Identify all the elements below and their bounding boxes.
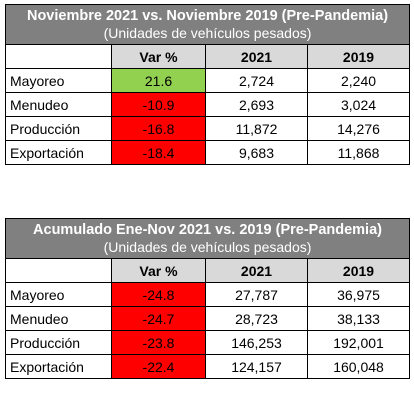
table-title: Noviembre 2021 vs. Noviembre 2019 (Pre-P… (26, 8, 389, 24)
table-title: Acumulado Ene-Nov 2021 vs. 2019 (Pre-Pan… (33, 222, 382, 238)
cumulative-comparison-table: Acumulado Ene-Nov 2021 vs. 2019 (Pre-Pan… (4, 218, 411, 379)
var-cell: 21.6 (111, 68, 206, 93)
table-row: Mayoreo 21.6 2,724 2,240 (5, 68, 411, 93)
var-cell: -16.8 (111, 116, 206, 141)
table-row: Exportación -18.4 9,683 11,868 (5, 140, 411, 165)
value-2021: 2,693 (205, 92, 308, 117)
var-cell: -23.8 (111, 330, 206, 355)
row-label: Exportación (5, 140, 112, 165)
var-cell: -10.9 (111, 92, 206, 117)
table-subtitle: (Unidades de vehículos pesados) (103, 239, 312, 255)
value-2019: 160,048 (306, 354, 411, 379)
row-label: Mayoreo (5, 68, 112, 93)
row-label: Producción (5, 330, 112, 355)
column-header-2019: 2019 (306, 258, 411, 283)
value-2019: 11,868 (306, 140, 411, 165)
column-header-row: Var % 2021 2019 (5, 44, 411, 69)
var-cell: -24.8 (111, 282, 206, 307)
value-2019: 3,024 (306, 92, 411, 117)
table-header: Noviembre 2021 vs. Noviembre 2019 (Pre-P… (4, 4, 411, 45)
table-row: Producción -23.8 146,253 192,001 (5, 330, 411, 355)
var-cell: -24.7 (111, 306, 206, 331)
row-label: Producción (5, 116, 112, 141)
value-2021: 11,872 (205, 116, 308, 141)
column-header-2021: 2021 (205, 258, 308, 283)
column-header-row: Var % 2021 2019 (5, 258, 411, 283)
row-label: Menudeo (5, 306, 112, 331)
row-label: Exportación (5, 354, 112, 379)
table-row: Mayoreo -24.8 27,787 36,975 (5, 282, 411, 307)
column-header-var: Var % (111, 258, 206, 283)
table-row: Menudeo -24.7 28,723 38,133 (5, 306, 411, 331)
table-row: Menudeo -10.9 2,693 3,024 (5, 92, 411, 117)
value-2019: 192,001 (306, 330, 411, 355)
table-subtitle: (Unidades de vehículos pesados) (103, 25, 312, 41)
value-2019: 36,975 (306, 282, 411, 307)
table-row: Producción -16.8 11,872 14,276 (5, 116, 411, 141)
table-row: Exportación -22.4 124,157 160,048 (5, 354, 411, 379)
var-cell: -22.4 (111, 354, 206, 379)
row-label: Menudeo (5, 92, 112, 117)
value-2021: 2,724 (205, 68, 308, 93)
value-2021: 9,683 (205, 140, 308, 165)
value-2021: 27,787 (205, 282, 308, 307)
value-2021: 28,723 (205, 306, 308, 331)
value-2021: 146,253 (205, 330, 308, 355)
column-header-var: Var % (111, 44, 206, 69)
value-2019: 38,133 (306, 306, 411, 331)
table-header: Acumulado Ene-Nov 2021 vs. 2019 (Pre-Pan… (4, 218, 411, 259)
value-2019: 14,276 (306, 116, 411, 141)
monthly-comparison-table: Noviembre 2021 vs. Noviembre 2019 (Pre-P… (4, 4, 411, 165)
column-header-2019: 2019 (306, 44, 411, 69)
column-header-2021: 2021 (205, 44, 308, 69)
value-2021: 124,157 (205, 354, 308, 379)
var-cell: -18.4 (111, 140, 206, 165)
row-label: Mayoreo (5, 282, 112, 307)
value-2019: 2,240 (306, 68, 411, 93)
column-header-blank (5, 258, 112, 283)
column-header-blank (5, 44, 112, 69)
